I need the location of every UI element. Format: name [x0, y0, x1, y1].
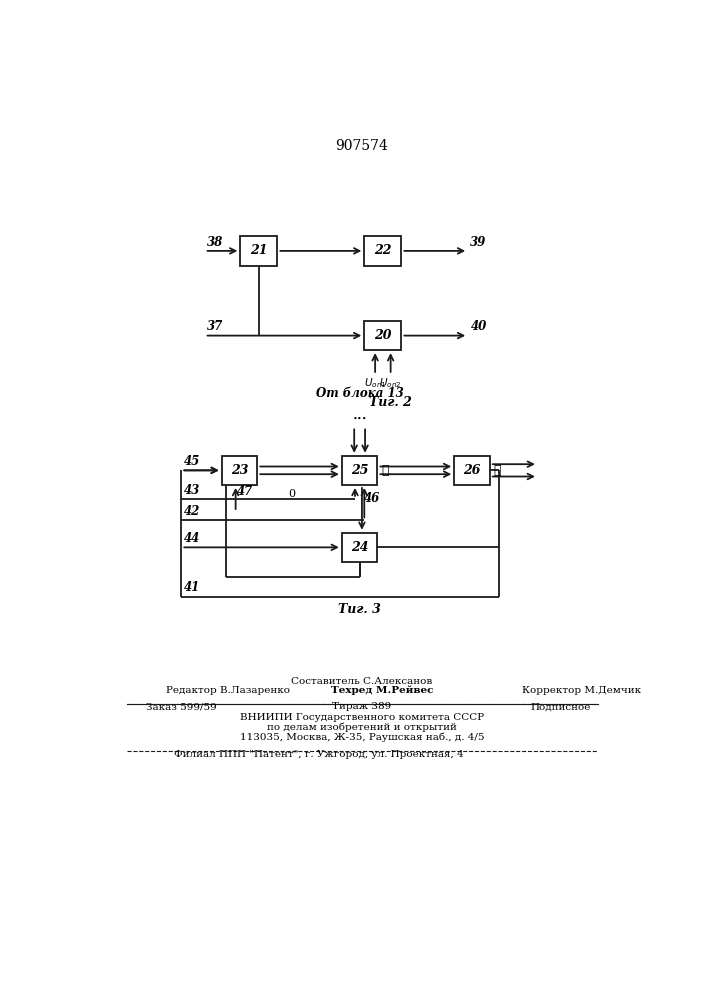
Text: 26: 26: [463, 464, 481, 477]
FancyBboxPatch shape: [341, 456, 378, 485]
Text: Тираж 389: Тираж 389: [332, 702, 392, 711]
Text: Τиг. 3: Τиг. 3: [338, 603, 381, 616]
Text: Корректор М.Демчик: Корректор М.Демчик: [522, 686, 641, 695]
FancyBboxPatch shape: [222, 456, 257, 485]
Text: 907574: 907574: [336, 139, 388, 153]
Text: 38: 38: [207, 236, 223, 249]
Text: 47: 47: [237, 485, 253, 498]
Text: Подписное: Подписное: [530, 702, 590, 711]
Text: ВНИИПИ Государственного комитета СССР: ВНИИПИ Государственного комитета СССР: [240, 713, 484, 722]
Text: 37: 37: [207, 320, 223, 333]
Text: От блока 13: От блока 13: [316, 387, 404, 400]
Text: $U_{on1}$: $U_{on1}$: [364, 376, 387, 390]
Text: 44: 44: [184, 532, 200, 545]
Text: 23: 23: [230, 464, 248, 477]
Text: 0: 0: [288, 489, 296, 499]
Text: 42: 42: [184, 505, 200, 518]
Text: 41: 41: [184, 581, 200, 594]
Text: 24: 24: [351, 541, 368, 554]
Text: 20: 20: [374, 329, 392, 342]
Text: Техред М.Рейвес: Техред М.Рейвес: [331, 686, 433, 695]
Text: 43: 43: [184, 484, 200, 497]
Text: Составитель С.Алексанов: Составитель С.Алексанов: [291, 677, 433, 686]
FancyBboxPatch shape: [364, 321, 402, 350]
Text: ⋮: ⋮: [381, 464, 389, 477]
Text: Заказ 599/59: Заказ 599/59: [146, 702, 217, 711]
FancyBboxPatch shape: [454, 456, 490, 485]
Text: 46: 46: [364, 492, 380, 505]
Text: 40: 40: [470, 320, 486, 333]
Text: •••: •••: [352, 415, 367, 423]
Text: 21: 21: [250, 244, 268, 257]
FancyBboxPatch shape: [240, 236, 277, 266]
FancyBboxPatch shape: [341, 533, 378, 562]
Text: $U_{on2}$: $U_{on2}$: [380, 376, 402, 390]
Text: по делам изобретений и открытий: по делам изобретений и открытий: [267, 723, 457, 732]
FancyBboxPatch shape: [364, 236, 402, 266]
Text: 39: 39: [470, 236, 486, 249]
Text: 45: 45: [184, 455, 200, 468]
Text: ⋮: ⋮: [493, 464, 501, 477]
Text: Редактор В.Лазаренко: Редактор В.Лазаренко: [166, 686, 290, 695]
Text: 22: 22: [374, 244, 392, 257]
Text: 113035, Москва, Ж-35, Раушская наб., д. 4/5: 113035, Москва, Ж-35, Раушская наб., д. …: [240, 733, 484, 742]
Text: 25: 25: [351, 464, 368, 477]
Text: Филиал ППП "Патент", г. Ужгород, ул. Проектная, 4: Филиал ППП "Патент", г. Ужгород, ул. Про…: [174, 750, 463, 759]
Text: Τиг. 2: Τиг. 2: [369, 396, 412, 409]
